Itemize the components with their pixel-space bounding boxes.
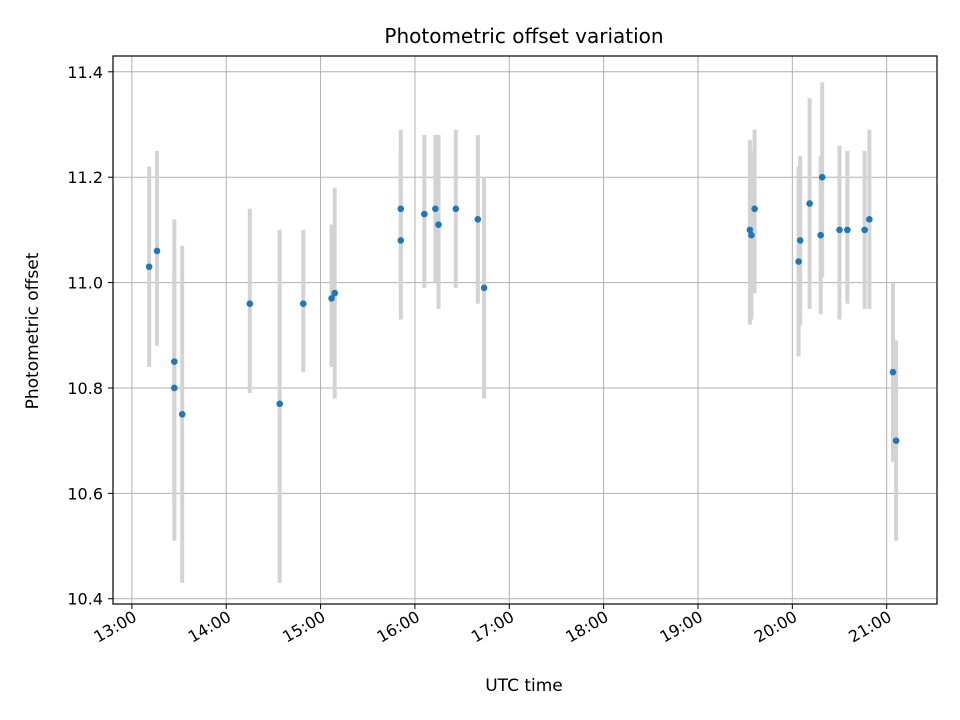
data-point (171, 358, 178, 365)
data-point (452, 205, 460, 213)
data-point (795, 258, 802, 265)
data-point (806, 200, 813, 207)
y-tick-label: 10.8 (67, 379, 103, 398)
data-point (889, 368, 897, 376)
data-point (474, 216, 482, 223)
data-point (748, 231, 755, 239)
y-tick-label: 11.2 (67, 168, 103, 187)
data-point (861, 226, 868, 234)
data-point (178, 411, 186, 418)
data-point (751, 205, 758, 213)
y-tick-label: 10.4 (67, 590, 103, 609)
y-axis-label: Photometric offset (23, 252, 43, 409)
data-point (171, 384, 178, 392)
y-axis: 10.4 10.6 10.8 11.0 11.2 11.4 (67, 63, 113, 609)
data-point (246, 300, 254, 307)
x-axis-label: UTC time (485, 676, 563, 696)
y-tick-label: 10.6 (67, 484, 103, 503)
data-point (892, 437, 900, 444)
data-point (328, 295, 335, 302)
data-point (299, 300, 307, 307)
data-point (818, 173, 826, 181)
data-point (817, 231, 824, 239)
data-point (866, 216, 873, 223)
data-point (746, 226, 754, 234)
data-point (836, 226, 843, 234)
data-point (145, 263, 153, 271)
data-point (276, 400, 283, 408)
y-tick-label: 11.0 (67, 274, 103, 293)
data-point (432, 205, 439, 213)
data-point (397, 205, 405, 213)
data-point (844, 226, 851, 234)
data-point (331, 289, 339, 297)
data-point (435, 221, 442, 228)
plot-frame (112, 55, 938, 605)
data-point (421, 210, 428, 218)
data-points (145, 173, 900, 444)
data-point (796, 237, 804, 244)
data-point (480, 284, 488, 292)
chart-title: Photometric offset variation (384, 24, 663, 48)
data-point (397, 237, 405, 244)
y-tick-label: 11.4 (67, 63, 103, 82)
data-point (153, 247, 161, 255)
